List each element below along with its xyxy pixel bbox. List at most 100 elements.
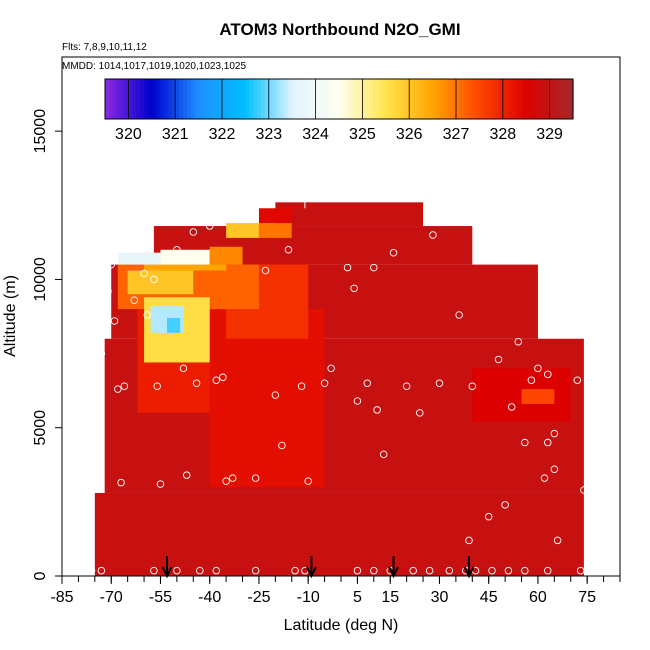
sample-point [156, 480, 165, 488]
sample-point [429, 231, 437, 239]
sample-point [219, 373, 227, 382]
colorbar-segment [459, 79, 465, 119]
colorbar-segment [331, 79, 336, 119]
sample-point [297, 382, 306, 390]
colorbar-segment [440, 79, 445, 119]
heatmap-cell [226, 223, 259, 238]
colorbar-segment [366, 79, 371, 119]
sample-point [504, 566, 513, 575]
heatmap-cell [167, 317, 181, 333]
sample-point [278, 441, 286, 450]
colorbar-segment [378, 79, 383, 119]
colorbar-segment [241, 79, 246, 119]
colorbar-segment [300, 79, 305, 119]
colorbar-segment [514, 79, 519, 119]
colorbar-frame [104, 78, 574, 120]
colorbar-segment [448, 79, 453, 119]
colorbar-segment [303, 79, 309, 119]
colorbar-segment [327, 79, 332, 119]
colorbar: 320 321 322 323 324 325 326 327 328 329 [104, 78, 574, 143]
sample-point [521, 438, 529, 447]
sample-point [173, 566, 181, 575]
colorbar-segment [307, 79, 313, 119]
sample-point [117, 478, 125, 487]
colorbar-segment [167, 79, 172, 119]
x-tick-label: -10 [297, 589, 320, 606]
colorbar-segment [397, 79, 402, 119]
sample-point [507, 403, 516, 411]
colorbar-segment [463, 79, 469, 119]
sample-point [251, 474, 260, 482]
colorbar-segment [483, 79, 488, 119]
sample-point [212, 566, 221, 575]
flight-arrow-head [388, 566, 399, 579]
sample-point [389, 248, 398, 257]
sample-point [284, 246, 293, 254]
sample-point [179, 364, 188, 373]
colorbar-segment [510, 79, 516, 119]
sample-point [573, 376, 582, 385]
sample-point [205, 222, 214, 230]
colorbar-segment [518, 79, 523, 119]
sample-point [455, 311, 463, 319]
flight-arrow-head [463, 566, 475, 579]
x-tick-label: 45 [480, 589, 498, 606]
sample-point [544, 370, 552, 379]
x-axis: -85 -70 -55 -40 -25 -10 5 15 30 45 60 75 [50, 576, 621, 606]
colorbar-segment [108, 79, 114, 119]
colorbar-segment [362, 79, 367, 119]
colorbar-segment [549, 79, 555, 119]
colorbar-segment [186, 79, 192, 119]
colorbar-segment [436, 79, 441, 119]
colorbar-segment [198, 79, 204, 119]
colorbar-tick-label: 329 [536, 126, 563, 143]
sample-point [370, 566, 378, 575]
sample-point [521, 566, 529, 575]
colorbar-segment [502, 79, 508, 119]
colorbar-segment [545, 79, 551, 119]
heatmap-cell [117, 252, 161, 265]
sample-point [104, 287, 112, 296]
sample-point [114, 385, 122, 393]
colorbar-segment [495, 79, 500, 119]
colorbar-segment [456, 79, 461, 119]
colorbar-segment [249, 79, 254, 119]
colorbar-segment [194, 79, 200, 119]
colorbar-segment [144, 79, 149, 119]
colorbar-segment [354, 79, 360, 119]
sample-point [370, 263, 378, 272]
colorbar-segment [296, 79, 301, 119]
sample-point [143, 311, 152, 319]
colorbar-segment [385, 79, 391, 119]
colorbar-tick-label: 326 [396, 126, 423, 143]
colorbar-segment [257, 79, 262, 119]
sample-point [343, 263, 352, 272]
dates-note: MMDD: 1014,1017,1019,1020,1023,1025 [62, 61, 247, 72]
y-axis-label: Altitude (m) [2, 275, 19, 357]
sample-point [228, 474, 237, 482]
colorbar-segment [124, 79, 129, 119]
heatmap-cell [258, 223, 292, 238]
sample-point [550, 465, 559, 473]
colorbar-segment [292, 79, 297, 119]
colorbar-segment [374, 79, 379, 119]
sample-point [550, 429, 559, 438]
sample-point [238, 204, 247, 213]
sample-point [120, 382, 129, 390]
sample-point [261, 266, 270, 275]
colorbar-segment [346, 79, 352, 119]
sample-point [304, 477, 312, 485]
sample-point [350, 284, 358, 293]
colorbar-segment [475, 79, 480, 119]
y-tick-label: 5000 [32, 410, 49, 446]
colorbar-segment [393, 79, 399, 119]
colorbar-segment [105, 79, 110, 119]
sample-point [553, 323, 562, 331]
colorbar-segment [159, 79, 165, 119]
heatmap-cell [209, 246, 243, 265]
colorbar-segment [112, 79, 118, 119]
colorbar-segment [569, 79, 574, 119]
colorbar-segment [491, 79, 496, 119]
colorbar-segment [534, 79, 539, 119]
